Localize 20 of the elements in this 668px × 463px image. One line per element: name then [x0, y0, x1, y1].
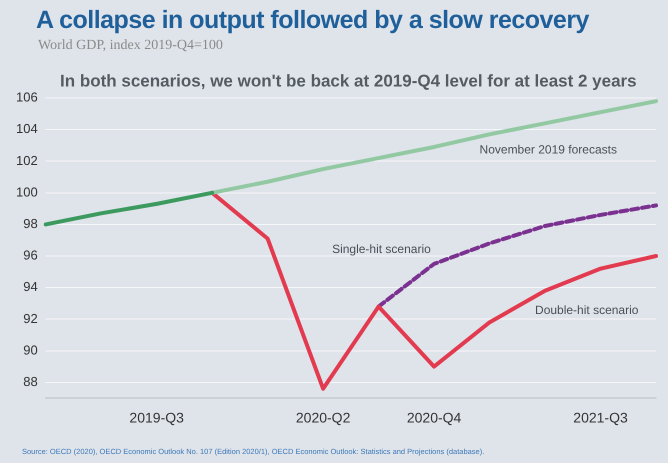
- y-tick-label: 96: [23, 248, 38, 263]
- y-tick-label: 100: [16, 184, 38, 200]
- x-tick-label: 2020-Q4: [406, 409, 462, 426]
- y-tick-label: 98: [23, 216, 38, 231]
- y-tick-label: 102: [16, 152, 38, 168]
- y-tick-label: 106: [16, 90, 38, 105]
- series-label: Single-hit scenario: [332, 242, 432, 256]
- series-label: November 2019 forecasts: [480, 142, 617, 157]
- series-label: Double-hit scenario: [535, 303, 639, 318]
- y-tick-label: 88: [23, 374, 38, 389]
- y-tick-label: 94: [23, 279, 38, 294]
- chart-subtitle: World GDP, index 2019-Q4=100: [38, 38, 223, 54]
- chart-title: A collapse in output followed by a slow recovery: [36, 6, 589, 35]
- y-tick-label: 90: [23, 342, 38, 358]
- y-tick-label: 92: [23, 310, 38, 326]
- text: In both scenarios, we won't be back at 2019-Q4 level for at least 2 years: [60, 72, 637, 91]
- x-tick-label: 2021-Q3: [573, 409, 628, 426]
- y-tick-label: 104: [16, 121, 38, 136]
- x-tick-label: 2019-Q3: [129, 409, 184, 426]
- x-tick-label: 2020-Q2: [296, 409, 351, 426]
